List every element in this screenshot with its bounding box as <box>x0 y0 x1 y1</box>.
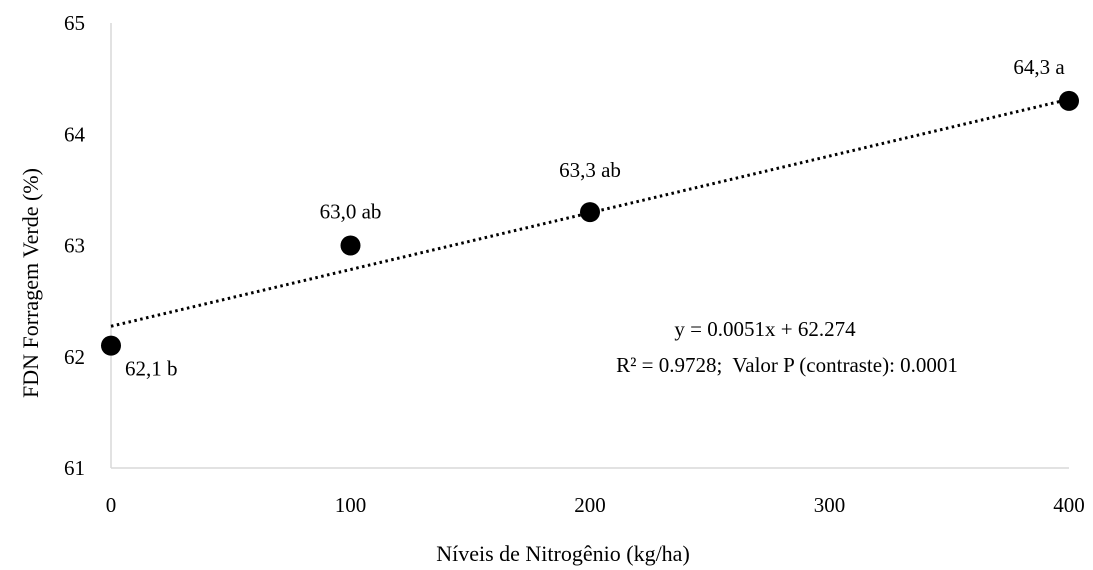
stats-label: R² = 0.9728; Valor P (contraste): 0.0001 <box>616 353 958 377</box>
y-tick-labels: 61 62 63 64 65 <box>64 11 86 480</box>
data-point <box>101 335 121 356</box>
data-point <box>580 202 600 223</box>
y-tick-label: 65 <box>64 11 85 35</box>
x-tick-label: 400 <box>1053 493 1085 517</box>
data-point <box>1059 90 1079 111</box>
x-axis-title: Níveis de Nitrogênio (kg/ha) <box>436 541 690 566</box>
data-label: 63,3 ab <box>559 158 621 182</box>
y-tick-label: 61 <box>64 456 85 480</box>
data-label: 64,3 a <box>1013 55 1065 79</box>
y-axis-title: FDN Forragem Verde (%) <box>18 168 43 398</box>
x-tick-label: 300 <box>814 493 846 517</box>
data-labels: 62,1 b 63,0 ab 63,3 ab 64,3 a <box>125 55 1065 381</box>
x-tick-label: 100 <box>335 493 367 517</box>
y-tick-label: 63 <box>64 234 85 258</box>
equation-label: y = 0.0051x + 62.274 <box>674 317 856 341</box>
data-points <box>101 90 1079 356</box>
x-tick-label: 0 <box>106 493 117 517</box>
data-label: 62,1 b <box>125 357 178 381</box>
data-point <box>340 235 361 256</box>
y-tick-label: 64 <box>64 122 86 146</box>
x-tick-labels: 0 100 200 300 400 <box>106 493 1085 517</box>
y-tick-label: 62 <box>64 345 85 369</box>
x-tick-label: 200 <box>574 493 606 517</box>
data-label: 63,0 ab <box>320 200 382 224</box>
